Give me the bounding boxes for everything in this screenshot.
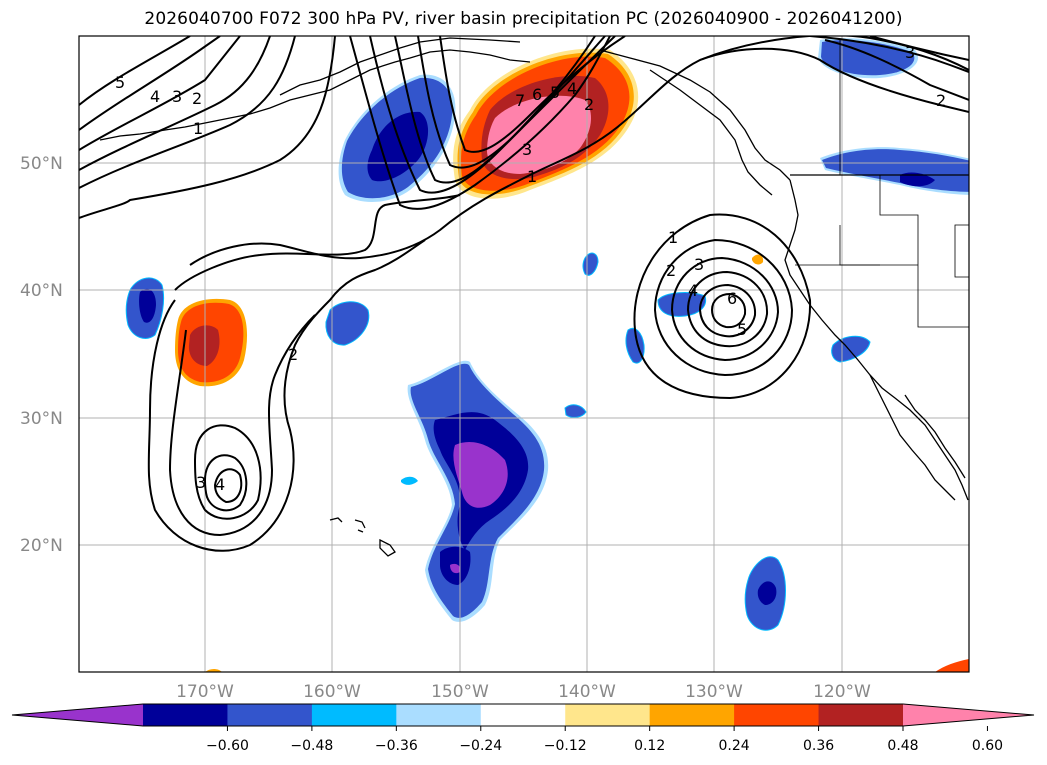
svg-text:4: 4: [567, 79, 577, 98]
svg-text:5: 5: [115, 73, 125, 92]
svg-text:150°W: 150°W: [431, 682, 489, 702]
svg-text:7: 7: [515, 91, 525, 110]
colorbar-label: 0.24: [719, 738, 750, 754]
svg-text:4: 4: [215, 475, 225, 494]
svg-text:5: 5: [737, 320, 747, 339]
svg-text:4: 4: [688, 281, 698, 300]
svg-text:3: 3: [172, 87, 182, 106]
colorbar-bin: [480, 704, 566, 726]
negative-anomaly-central: [407, 360, 549, 622]
svg-text:1: 1: [527, 167, 537, 186]
svg-text:130°W: 130°W: [685, 682, 743, 702]
svg-text:6: 6: [727, 289, 737, 308]
pv-contours: [79, 36, 969, 552]
svg-text:6: 6: [532, 85, 542, 104]
positive-anomaly-west: [175, 298, 248, 387]
negative-anomaly-north: [338, 74, 456, 202]
svg-text:2: 2: [584, 95, 594, 114]
svg-text:20°N: 20°N: [20, 536, 63, 556]
svg-text:3: 3: [905, 43, 915, 62]
svg-text:50°N: 50°N: [20, 154, 63, 174]
svg-text:4: 4: [150, 87, 160, 106]
colorbar-label: 0.60: [972, 738, 1003, 754]
coastlines: [99, 37, 969, 557]
colorbar-label: −0.48: [290, 738, 333, 754]
svg-text:160°W: 160°W: [303, 682, 361, 702]
colorbar-bin: [649, 704, 735, 726]
svg-text:40°N: 40°N: [20, 281, 63, 301]
colorbar-bin: [565, 704, 651, 726]
colorbar-bin: [227, 704, 313, 726]
colorbar-label: 0.48: [887, 738, 918, 754]
colorbar-extend-min: [12, 704, 143, 726]
svg-text:2: 2: [666, 261, 676, 280]
colorbar: −0.60 −0.48 −0.36 −0.24 −0.12 0.12 0.24 0.36 0.4…: [11, 703, 1035, 754]
latitude-labels: 50°N 40°N 30°N 20°N: [20, 154, 63, 556]
negative-anomaly-mid: [325, 301, 370, 346]
colorbar-bin: [396, 704, 482, 726]
svg-text:2: 2: [936, 91, 946, 110]
colorbar-bin: [734, 704, 820, 726]
svg-text:2: 2: [192, 89, 202, 108]
colorbar-bin: [311, 704, 397, 726]
longitude-labels: 170°W 160°W 150°W 140°W 130°W 120°W: [176, 682, 871, 702]
colorbar-extend-max: [903, 704, 1034, 726]
colorbar-label: −0.36: [375, 738, 418, 754]
colorbar-outline: [11, 703, 1035, 727]
colorbar-bin: [818, 704, 904, 726]
svg-text:120°W: 120°W: [813, 682, 871, 702]
colorbar-bin: [143, 704, 228, 726]
colorbar-label: −0.60: [206, 738, 249, 754]
svg-text:170°W: 170°W: [176, 682, 234, 702]
svg-text:3: 3: [522, 140, 532, 159]
map-border: [78, 35, 970, 673]
svg-text:2: 2: [288, 345, 298, 364]
svg-text:140°W: 140°W: [558, 682, 616, 702]
svg-text:1: 1: [193, 119, 203, 138]
colorbar-label: −0.12: [544, 738, 587, 754]
svg-text:3: 3: [694, 255, 704, 274]
svg-text:30°N: 30°N: [20, 409, 63, 429]
colorbar-label: 0.12: [634, 738, 665, 754]
svg-text:5: 5: [550, 83, 560, 102]
map-title: 2026040700 F072 300 hPa PV, river basin …: [144, 9, 903, 29]
graticule: [79, 36, 969, 672]
svg-text:1: 1: [668, 228, 678, 247]
colorbar-label: −0.24: [459, 738, 502, 754]
contour-labels: 5 4 3 2 1 7 6 5 4 2 3 1 1 2 3 4 6 5 2 3 …: [115, 43, 946, 494]
svg-text:3: 3: [196, 473, 206, 492]
colorbar-label: 0.36: [803, 738, 834, 754]
